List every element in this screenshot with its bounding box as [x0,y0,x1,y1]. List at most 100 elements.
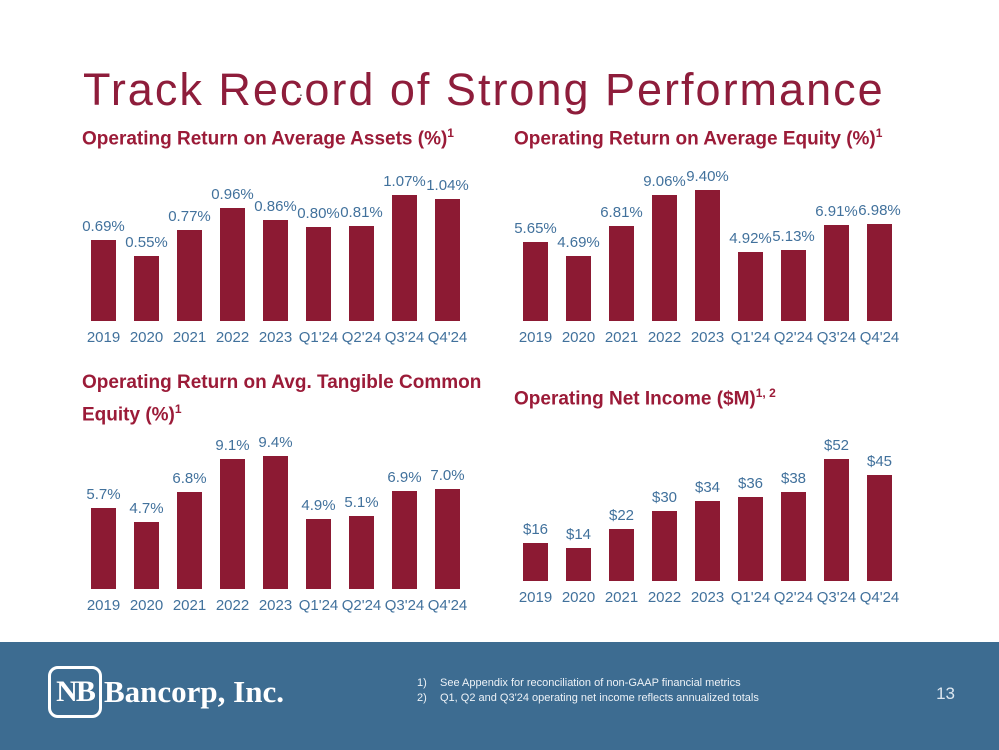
stray-dot: . [299,83,303,99]
footnotes: 1) See Appendix for reconciliation of no… [417,676,759,706]
bar [392,195,417,322]
bar [781,250,806,322]
bar-column: 5.65% 2019 [514,158,557,347]
chart-title-text: Operating Return on Average Equity (%) [514,128,876,150]
bar [306,519,331,590]
bar-column: 6.98% Q4'24 [858,158,901,347]
bar-value-label: 0.86% [254,198,297,216]
bar [263,456,288,590]
bar [392,491,417,590]
bar [435,199,460,322]
bar-column: 1.04% Q4'24 [426,158,469,347]
logo-text: Bancorp, Inc. [104,674,284,709]
bar-value-label: 5.65% [514,220,557,238]
category-label: Q2'24 [341,329,382,347]
bar [738,252,763,322]
footnote-superscript: 1, 2 [755,386,776,400]
bar-value-label: 1.07% [383,173,426,191]
bar-column: 0.55% 2020 [125,158,168,347]
bar-column: 7.0% Q4'24 [426,434,469,615]
category-label: Q1'24 [730,589,771,607]
bar [523,242,548,322]
bar [523,543,548,582]
bar-value-label: 5.7% [86,486,121,504]
category-label: 2022 [647,589,682,607]
category-label: 2020 [561,589,596,607]
bar-column: 9.4% 2023 [254,434,297,615]
footnote-superscript: 1 [875,126,883,140]
bar-value-label: $52 [823,437,850,455]
bar [824,459,849,582]
category-label: Q1'24 [730,329,771,347]
bar [652,511,677,582]
bar-column: 4.9% Q1'24 [297,434,340,615]
bar [609,226,634,322]
bar [91,240,116,322]
bar [177,492,202,590]
bar-value-label: $38 [780,470,807,488]
category-label: 2021 [172,597,207,615]
page-number: 13 [936,684,955,703]
footnote-superscript: 1 [447,126,454,140]
bar-value-label: 5.13% [772,228,815,246]
bar [435,489,460,590]
bar [609,529,634,582]
category-label: 2019 [518,589,553,607]
bar [867,475,892,582]
bar-value-label: 6.91% [815,203,858,221]
bar [652,195,677,322]
category-label: 2023 [690,589,725,607]
bar-column: 4.69% 2020 [557,158,600,347]
chart-operating-return-avg-equity: Operating Return on Average Equity (%)1 … [514,120,934,347]
bar-column: 6.81% 2021 [600,158,643,347]
bar [566,548,591,582]
category-label: 2019 [86,597,121,615]
footnote-superscript: 1 [174,402,182,416]
category-label: 2019 [518,329,553,347]
bar-value-label: 6.8% [172,470,207,488]
bar-column: $16 2019 [514,418,557,607]
category-label: Q2'24 [773,589,814,607]
bar-column: 5.7% 2019 [82,434,125,615]
bar-column: $34 2023 [686,418,729,607]
category-label: Q2'24 [341,597,382,615]
bar-plot: $16 2019 $14 2020 $22 2021 $30 2022 $34 2023 $36 Q1… [514,418,934,607]
bar-column: 6.9% Q3'24 [383,434,426,615]
bar-column: 0.86% 2023 [254,158,297,347]
bar-column: 9.06% 2022 [643,158,686,347]
bar-value-label: $22 [608,507,635,525]
bar [349,516,374,590]
bar-value-label: 9.1% [215,437,250,455]
bar-column: 0.69% 2019 [82,158,125,347]
footer-band: NB Bancorp, Inc. 1) See Appendix for rec… [0,642,999,750]
bar-column: 0.96% 2022 [211,158,254,347]
bar [781,492,806,582]
bar-column: $36 Q1'24 [729,418,772,607]
bar-plot: 0.69% 2019 0.55% 2020 0.77% 2021 0.96% 2022 0.86… [82,158,502,347]
bar-value-label: 6.9% [387,469,422,487]
category-label: 2023 [258,597,293,615]
chart-operating-net-income: Operating Net Income ($M)1, 2 $16 2019 $14… [514,380,934,607]
footnote-1: 1) See Appendix for reconciliation of no… [417,676,759,691]
category-label: Q3'24 [384,597,425,615]
bar-column: 9.1% 2022 [211,434,254,615]
chart-title: Operating Return on Average Equity (%)1 [514,120,934,152]
chart-title: Operating Return on Avg. Tangible Common… [82,370,502,428]
bar-column: $45 Q4'24 [858,418,901,607]
bar-value-label: 6.98% [858,202,901,220]
bar [306,227,331,322]
category-label: Q3'24 [816,329,857,347]
category-label: 2020 [129,597,164,615]
chart-title-text: Operating Return on Average Assets (%) [82,128,448,150]
bar-value-label: 0.80% [297,205,340,223]
category-label: Q1'24 [298,329,339,347]
category-label: 2023 [258,329,293,347]
bar-column: $38 Q2'24 [772,418,815,607]
bar [566,256,591,322]
bar-column: 5.13% Q2'24 [772,158,815,347]
bar-value-label: $34 [694,479,721,497]
bar-column: 4.7% 2020 [125,434,168,615]
bar-value-label: 0.81% [340,204,383,222]
bar [349,226,374,322]
